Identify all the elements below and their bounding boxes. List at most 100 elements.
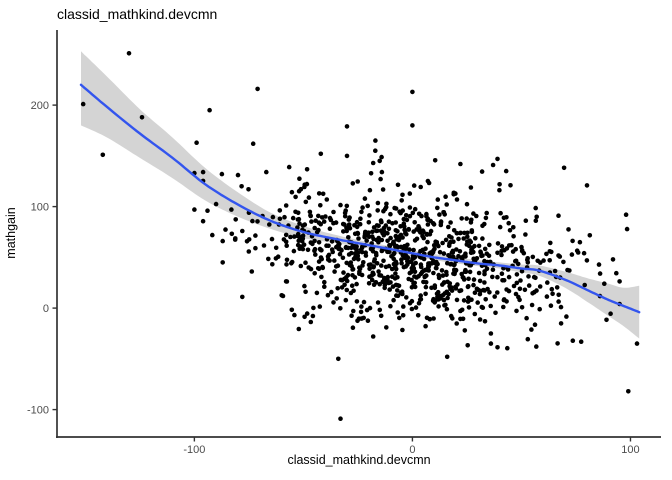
data-point [561, 259, 566, 265]
data-point [554, 285, 560, 290]
data-point [547, 258, 552, 263]
data-point [370, 234, 375, 239]
data-point [564, 314, 569, 319]
data-point [565, 267, 570, 273]
data-point [341, 270, 346, 275]
data-point [314, 229, 320, 235]
data-point [289, 307, 295, 313]
data-point [355, 179, 361, 184]
data-point [229, 207, 234, 212]
data-point [296, 188, 302, 194]
data-point [464, 216, 470, 221]
data-point [423, 284, 429, 290]
data-point [493, 310, 498, 316]
data-point [346, 222, 352, 227]
data-point [391, 239, 396, 245]
data-point [233, 217, 238, 222]
data-point [488, 341, 494, 346]
data-point [524, 315, 529, 321]
data-point [535, 258, 540, 264]
data-point [443, 194, 448, 199]
data-point [482, 246, 488, 252]
data-point [346, 235, 351, 240]
data-point [477, 317, 483, 322]
data-point [329, 247, 335, 252]
data-point [385, 238, 390, 244]
data-point [482, 271, 487, 277]
data-point [273, 256, 279, 261]
data-point [395, 310, 401, 315]
data-point [370, 270, 376, 276]
data-point [395, 288, 400, 293]
data-point [400, 192, 405, 198]
data-point [249, 269, 255, 274]
data-point [509, 242, 514, 248]
axes-layer: -100 0 100 -100 0 100 200 [27, 30, 661, 456]
data-point [393, 220, 399, 225]
data-point [246, 249, 252, 254]
data-point [320, 191, 326, 197]
data-point [365, 203, 371, 209]
data-point [303, 289, 308, 295]
data-point [327, 258, 332, 263]
data-point [378, 313, 384, 319]
data-point [401, 221, 407, 226]
data-point [344, 225, 349, 231]
data-point [308, 266, 314, 272]
data-point [423, 291, 428, 297]
data-point [282, 214, 287, 220]
data-point [331, 209, 336, 215]
data-point [404, 254, 409, 259]
x-axis-label: classid_mathkind.devcmn [287, 453, 430, 467]
data-point [291, 248, 297, 254]
data-point [434, 240, 440, 245]
data-point [431, 243, 437, 248]
data-point [344, 278, 350, 284]
data-point [514, 308, 519, 314]
data-point [394, 243, 400, 249]
data-point [424, 273, 429, 278]
data-point [246, 187, 251, 192]
data-point [376, 239, 381, 245]
data-point [411, 229, 417, 234]
data-point [499, 271, 505, 277]
data-point [332, 258, 337, 263]
data-point [289, 259, 295, 265]
data-point [431, 270, 436, 276]
data-point [410, 210, 416, 216]
data-point [366, 220, 372, 225]
data-point [471, 277, 477, 282]
data-point [519, 305, 525, 310]
scatter-points-layer [80, 51, 640, 422]
data-point [333, 264, 339, 269]
data-point [232, 237, 238, 242]
data-point [400, 208, 406, 213]
data-point [342, 213, 348, 219]
data-point [454, 297, 460, 303]
data-point [537, 306, 542, 312]
data-point [309, 219, 314, 224]
data-point [391, 297, 396, 303]
data-point [402, 243, 407, 249]
data-point [444, 306, 450, 312]
data-point [409, 269, 415, 275]
data-point [561, 165, 567, 171]
data-point [453, 267, 459, 273]
data-point [324, 243, 329, 248]
data-point [514, 272, 520, 277]
data-point [558, 321, 564, 326]
data-point [548, 303, 554, 309]
data-point [341, 229, 346, 234]
data-point [444, 354, 450, 360]
data-point [358, 216, 363, 221]
data-point [435, 205, 440, 211]
data-point [418, 184, 424, 190]
data-point [407, 247, 412, 252]
data-point [377, 273, 382, 278]
data-point [488, 303, 494, 309]
data-point [457, 288, 462, 294]
data-point [292, 234, 297, 239]
data-point [442, 291, 448, 296]
data-point [406, 259, 412, 265]
data-point [495, 156, 500, 162]
